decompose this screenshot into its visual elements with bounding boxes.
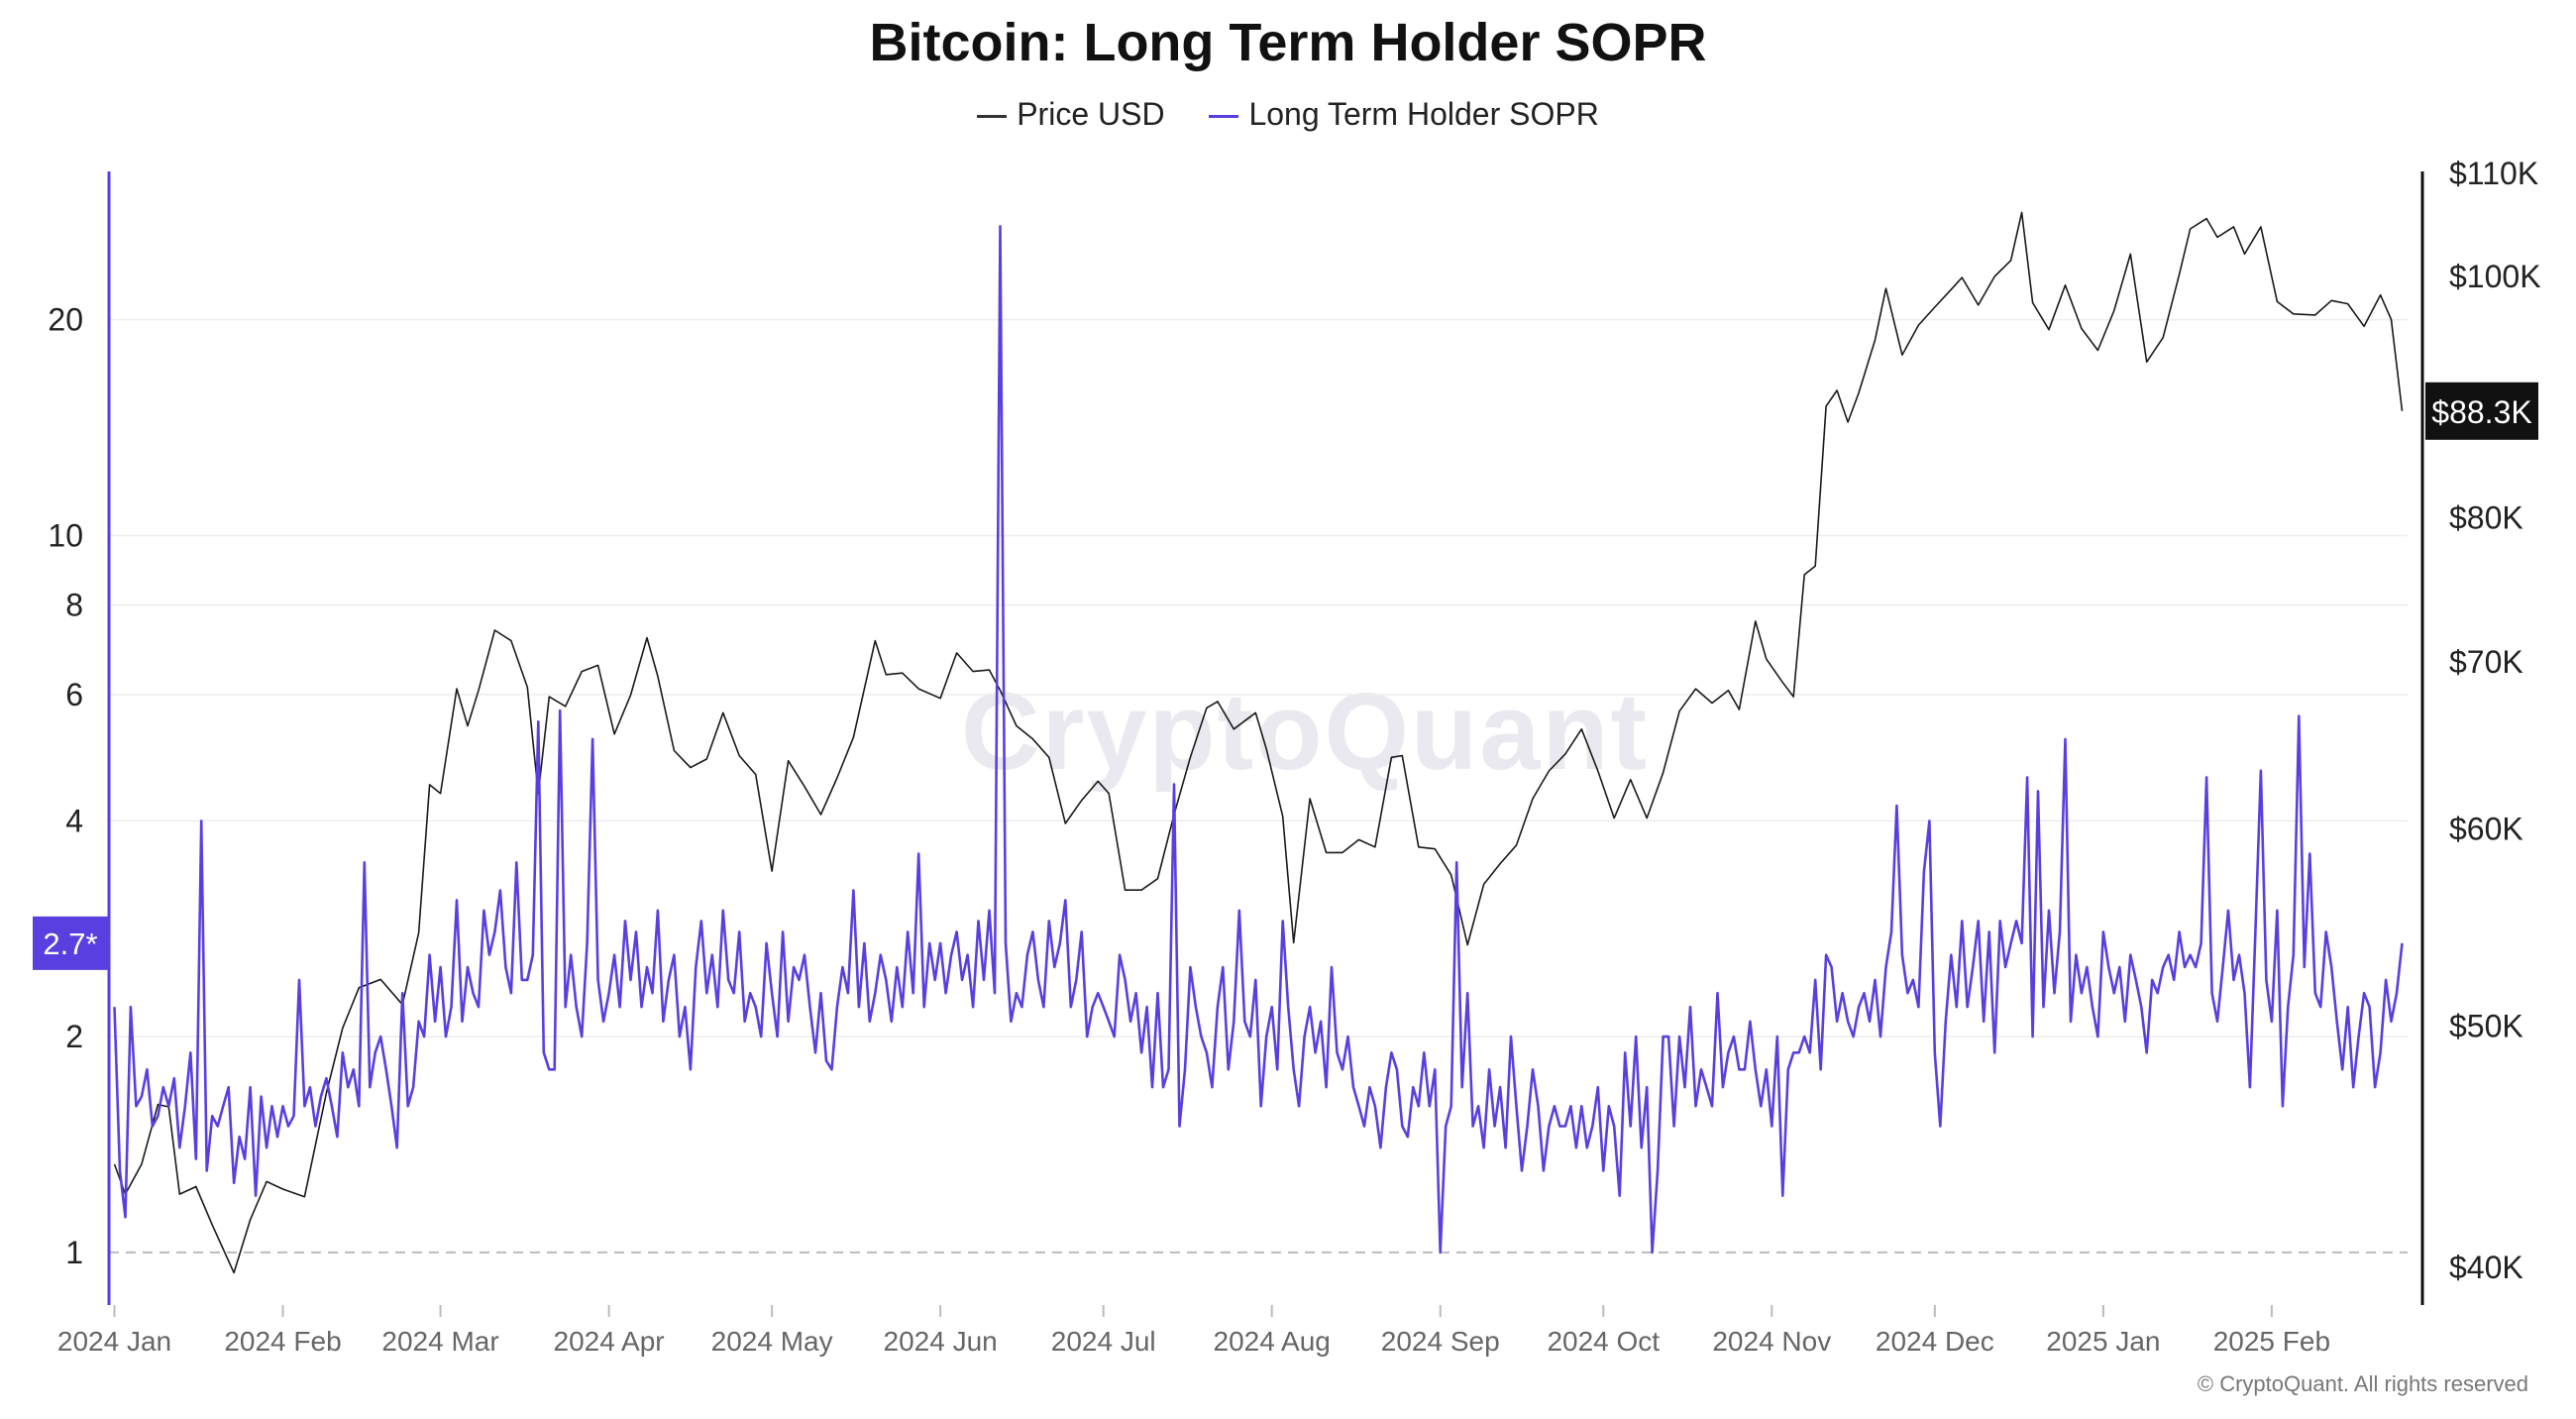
x-tick-label: 2024 Sep [1381, 1326, 1500, 1357]
x-tick-label: 2024 Apr [554, 1326, 665, 1357]
x-tick-label: 2024 Jun [884, 1326, 998, 1357]
right-tick-label-100K: $100K [2449, 259, 2541, 294]
left-current-value-label: 2.7* [43, 927, 97, 961]
watermark: CryptoQuant [961, 671, 1650, 793]
left-current-value-badge [33, 916, 109, 970]
right-tick-label-50K: $50K [2449, 1008, 2523, 1043]
legend-label-price: Price USD [1017, 96, 1165, 133]
x-tick-label: 2024 Jul [1051, 1326, 1156, 1357]
right-current-value-label: $88.3K [2431, 394, 2531, 430]
right-current-value-badge [2425, 382, 2538, 440]
x-tick-label: 2024 May [711, 1326, 833, 1357]
legend-item-price[interactable]: Price USD [977, 96, 1165, 133]
x-tick-label: 2024 Feb [224, 1326, 341, 1357]
copyright-notice: © CryptoQuant. All rights reserved [2197, 1371, 2528, 1396]
x-tick-label: 2025 Feb [2213, 1326, 2330, 1357]
left-tick-label-6: 6 [65, 677, 83, 712]
right-tick-label-80K: $80K [2449, 500, 2523, 536]
right-tick-label-40K: $40K [2449, 1250, 2523, 1285]
left-tick-label-8: 8 [65, 588, 83, 623]
left-tick-label-1: 1 [65, 1235, 83, 1270]
x-tick-label: 2025 Jan [2046, 1326, 2160, 1357]
right-tick-label-110K: $110K [2449, 156, 2538, 191]
legend-item-sopr[interactable]: Long Term Holder SOPR [1209, 96, 1599, 133]
chart-legend: Price USD Long Term Holder SOPR [0, 94, 2576, 133]
right-tick-label-60K: $60K [2449, 811, 2523, 846]
chart-title: Bitcoin: Long Term Holder SOPR [869, 13, 1707, 72]
series-line-price[interactable] [113, 211, 2404, 1274]
left-tick-label-20: 20 [48, 302, 83, 338]
x-tick-label: 2024 Oct [1547, 1326, 1660, 1357]
left-tick-label-4: 4 [65, 803, 83, 838]
x-tick-label: 2024 Jan [57, 1326, 171, 1357]
x-tick-label: 2024 Mar [381, 1326, 498, 1357]
legend-label-sopr: Long Term Holder SOPR [1248, 96, 1599, 133]
legend-swatch-price [977, 115, 1008, 119]
series-line-sopr[interactable] [113, 225, 2404, 1255]
x-tick-label: 2024 Dec [1876, 1326, 1994, 1357]
right-tick-label-70K: $70K [2449, 644, 2523, 680]
x-tick-label: 2024 Nov [1712, 1326, 1831, 1357]
x-tick-label: 2024 Aug [1214, 1326, 1331, 1357]
left-tick-label-2: 2 [65, 1019, 83, 1054]
left-tick-label-10: 10 [48, 517, 83, 553]
legend-swatch-sopr [1209, 115, 1239, 119]
